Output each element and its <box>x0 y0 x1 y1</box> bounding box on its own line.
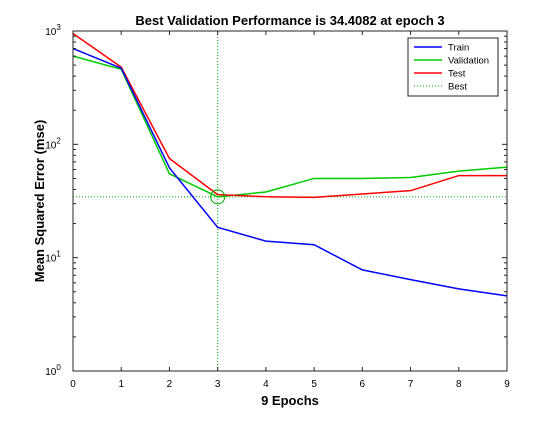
x-tick-label: 9 <box>504 379 510 390</box>
chart-title: Best Validation Performance is 34.4082 a… <box>135 13 444 28</box>
x-tick-label: 8 <box>456 379 462 390</box>
legend-label-validation: Validation <box>448 56 489 67</box>
series-line-test <box>72 32 507 199</box>
chart-legend: Train Validation Test Best <box>407 37 499 97</box>
x-tick-label: 3 <box>215 379 221 390</box>
series-line-train <box>72 47 508 297</box>
x-tick-label: 6 <box>360 379 366 390</box>
x-tick-label: 1 <box>118 379 124 390</box>
best-point-marker <box>210 189 226 205</box>
x-tick-label: 7 <box>408 379 414 390</box>
y-tick-label: 103 <box>45 23 61 38</box>
x-tick-label: 4 <box>263 379 269 390</box>
plot-area-frame <box>72 30 508 372</box>
x-tick-label: 5 <box>311 379 317 390</box>
series-line-validation <box>72 55 508 198</box>
y-tick-label: 102 <box>45 136 61 151</box>
y-tick-label: 101 <box>45 250 61 265</box>
y-axis-label: Mean Squared Error (mse) <box>32 120 47 283</box>
legend-label-train: Train <box>448 43 469 54</box>
x-tick-label: 0 <box>70 379 76 390</box>
x-axis-label: 9 Epochs <box>261 393 319 408</box>
legend-label-test: Test <box>448 69 466 80</box>
legend-label-best: Best <box>448 82 467 93</box>
x-tick-label: 2 <box>167 379 173 390</box>
y-tick-label: 100 <box>45 363 61 378</box>
